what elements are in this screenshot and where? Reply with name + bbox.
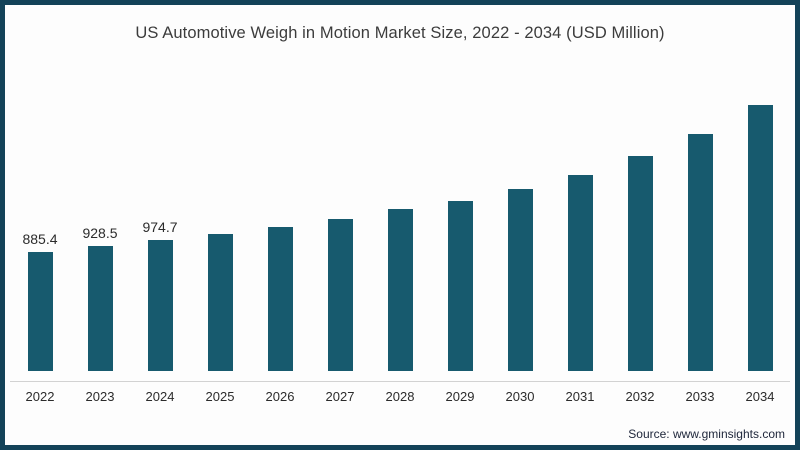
x-axis-label: 2027 [325,389,355,404]
bar-value-label: 928.5 [82,225,118,241]
bar [387,209,413,371]
bar-group [550,175,610,371]
bar [747,105,773,371]
bar [207,234,233,371]
x-axis-label: 2033 [685,389,715,404]
bar [267,227,293,371]
bar-group: 928.5 [70,225,130,371]
bar-group: 974.7 [130,219,190,371]
x-axis-label: 2032 [625,389,655,404]
x-axis-label: 2023 [85,389,115,404]
x-axis-label: 2031 [565,389,595,404]
x-axis-line [10,381,790,382]
chart-title: US Automotive Weigh in Motion Market Siz… [135,24,665,42]
bar [87,246,113,371]
bar-group [670,134,730,371]
bar-group [490,189,550,371]
x-axis-label: 2025 [205,389,235,404]
x-axis-label: 2034 [745,389,775,404]
bar [627,156,653,371]
x-axis-label: 2028 [385,389,415,404]
bar-group [430,201,490,371]
bar-group [610,156,670,371]
x-axis-label: 2029 [445,389,475,404]
bar-group [190,234,250,371]
bar [507,189,533,371]
bar [447,201,473,371]
plot-area: 885.4 928.5 974.7 2022 2023 2024 2025 2026 2027… [5,5,795,445]
bar-group: 885.4 [10,231,70,371]
bar [27,252,53,371]
bar [567,175,593,371]
bar [327,219,353,371]
bar [147,240,173,371]
x-axis-label: 2022 [25,389,55,404]
x-axis-label: 2030 [505,389,535,404]
bar-value-label: 885.4 [22,231,58,247]
source-attribution: Source: www.gminsights.com [628,427,785,441]
x-axis-label: 2026 [265,389,295,404]
bar-group [730,105,790,371]
bar-group [310,219,370,371]
bar-group [250,227,310,371]
bar-group [370,209,430,371]
bar-value-label: 974.7 [142,219,178,235]
bar [687,134,713,371]
x-axis-label: 2024 [145,389,175,404]
